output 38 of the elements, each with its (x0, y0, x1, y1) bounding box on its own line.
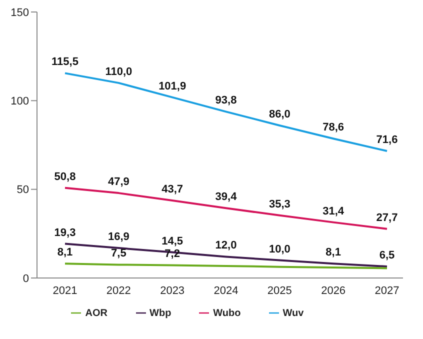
y-tick-label: 100 (10, 96, 29, 108)
legend-label: AOR (85, 308, 108, 319)
data-label: 39,4 (215, 191, 238, 204)
data-label: 27,7 (376, 212, 398, 224)
y-tick-label: 0 (22, 272, 29, 285)
x-tick-label: 2025 (267, 284, 292, 297)
x-tick-label: 2022 (106, 284, 131, 297)
data-label: 115,5 (52, 56, 78, 68)
data-label: 71,6 (376, 134, 398, 146)
data-label: 16,9 (108, 231, 130, 244)
data-label: 50,8 (54, 170, 76, 183)
data-label: 31,4 (322, 205, 345, 218)
legend-label: Wbp (150, 308, 172, 319)
data-label: 86,0 (268, 108, 290, 120)
legend-label: Wubo (213, 308, 241, 319)
data-label: 7,5 (111, 248, 126, 260)
y-tick-label: 50 (16, 184, 29, 196)
data-label: 47,9 (108, 176, 130, 188)
y-tick-label: 150 (10, 6, 29, 19)
data-label: 12,0 (215, 240, 237, 252)
data-label: 78,6 (322, 122, 344, 134)
x-tick-label: 2027 (374, 284, 400, 297)
legend-label: Wuv (282, 308, 304, 319)
x-tick-label: 2026 (321, 284, 346, 297)
data-label: 43,7 (162, 184, 184, 196)
data-label: 8,1 (326, 246, 341, 259)
data-label: 93,8 (215, 94, 237, 107)
data-label: 14,5 (162, 235, 184, 248)
data-label: 19,3 (54, 226, 76, 239)
data-label: 110,0 (105, 66, 132, 78)
data-label: 10,0 (268, 243, 290, 256)
data-label: 8,1 (57, 246, 73, 259)
data-label: 35,3 (268, 198, 290, 210)
x-tick-label: 2024 (214, 284, 238, 297)
x-tick-label: 2023 (160, 284, 185, 297)
x-tick-label: 2021 (52, 284, 78, 297)
data-label: 101,9 (158, 80, 186, 92)
data-label: 6,5 (379, 249, 395, 262)
